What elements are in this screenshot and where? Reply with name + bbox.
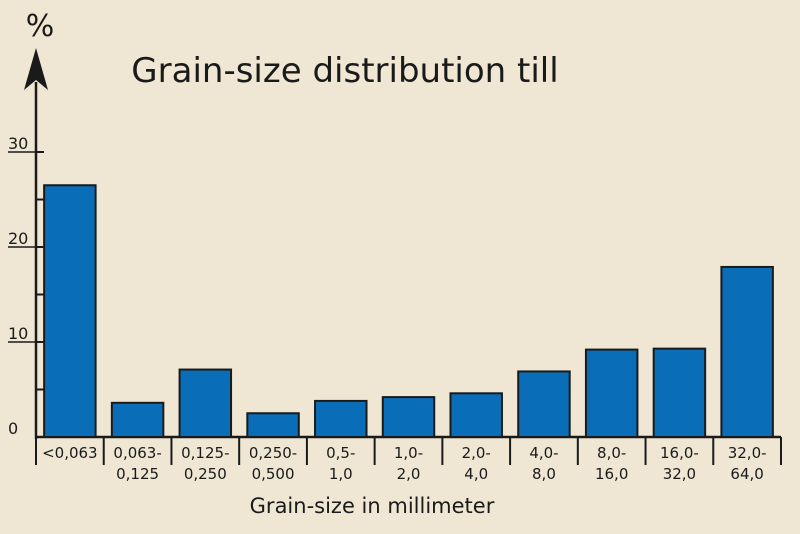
y-tick-label: 10: [8, 324, 28, 343]
bar: [178, 368, 233, 438]
bar: [43, 184, 97, 438]
y-tick-label: 20: [8, 229, 28, 248]
bar: [110, 401, 165, 438]
bar: [449, 392, 503, 438]
bar: [381, 396, 436, 439]
x-tick-label: 0,250-0,500: [249, 444, 297, 483]
x-tick-label: 0,5-1,0: [326, 444, 355, 483]
bars: [43, 184, 774, 439]
x-axis-title: Grain-size in millimeter: [250, 494, 495, 518]
bar: [720, 265, 774, 439]
x-tick-label: <0,063: [42, 444, 98, 462]
bar: [517, 370, 571, 439]
bar: [314, 399, 368, 438]
y-axis-unit-label: %: [26, 9, 55, 44]
y-tick-label: 0: [8, 419, 18, 438]
x-tick-label: 4,0-8,0: [529, 444, 558, 483]
bar: [246, 412, 300, 438]
x-tick-label: 0,063-0,125: [113, 444, 161, 483]
y-axis-arrow: [24, 48, 48, 90]
x-tick-label: 2,0-4,0: [462, 444, 491, 483]
x-tick-label: 1,0-2,0: [394, 444, 423, 483]
bar: [652, 347, 707, 438]
category-labels: <0,063 0,063-0,125 0,125-0,250 0,250-0,500 0…: [42, 444, 766, 483]
bar: [584, 348, 639, 439]
x-tick-label: 8,0-16,0: [595, 444, 628, 483]
chart-title: Grain-size distribution till: [131, 51, 558, 91]
x-tick-label: 0,125-0,250: [181, 444, 229, 483]
x-tick-label: 16,0-32,0: [660, 444, 699, 483]
x-tick-label: 32,0-64,0: [728, 444, 767, 483]
y-tick-label: 30: [8, 134, 28, 153]
